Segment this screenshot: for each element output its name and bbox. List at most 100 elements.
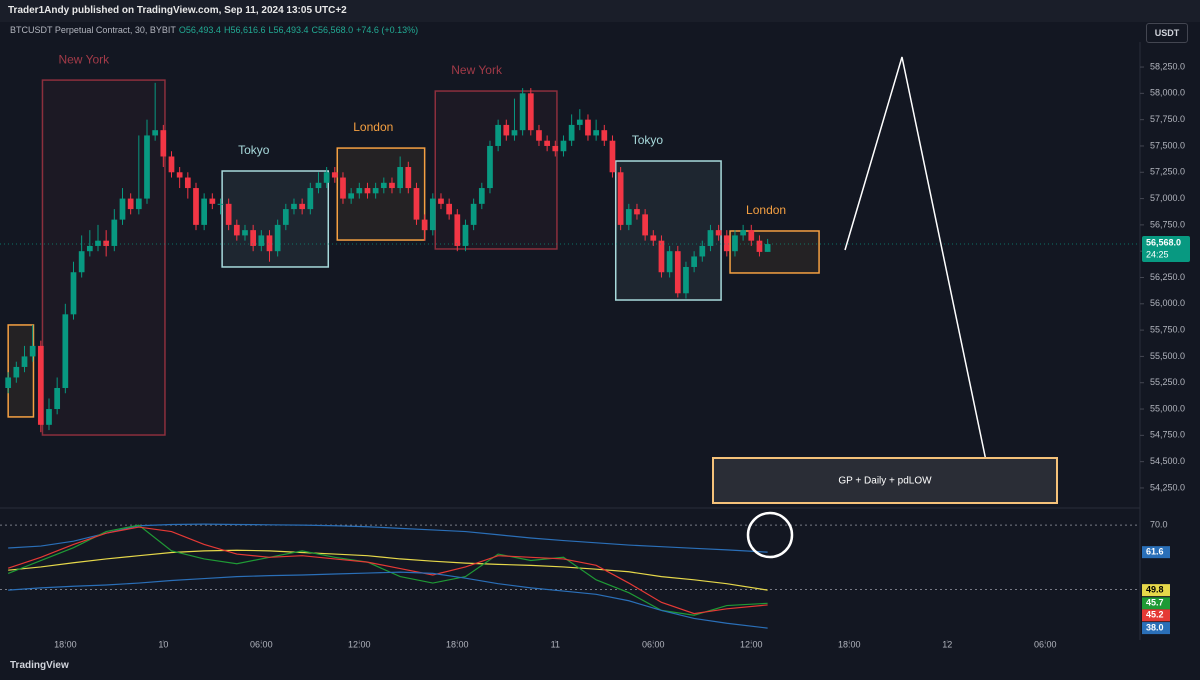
projection-arrow [844,56,991,481]
candle-body [764,244,771,252]
candle-body [372,188,379,194]
price-tag [1142,236,1190,263]
candle-body [470,203,477,225]
candle-body [438,198,444,204]
highlight-circle [746,511,794,559]
indicator-tag-label: 45.2 [1146,610,1164,620]
note-box [712,457,1058,504]
candle-body [266,235,273,252]
candle-body [536,130,542,141]
candle-body [380,182,387,189]
x-tick-label: 06:00 [642,639,665,649]
session-box [614,160,722,301]
candle-body [356,188,363,194]
indicator-tag [1142,584,1170,597]
candle-body [617,172,624,225]
y-tick-label: 56,750.0 [1150,219,1185,229]
price-tag-label: 56,568.0 [1146,237,1181,247]
session-box [7,324,35,418]
session-label: New York [58,52,110,66]
indicator-tag-label: 61.6 [1146,547,1164,557]
y-tick-label: 55,250.0 [1150,377,1185,387]
ohlc-high: H56,616.6 [223,25,266,35]
candle-body [519,93,526,131]
candle-body [601,130,608,141]
x-tick-label: 11 [551,639,560,649]
indicator-line [7,526,768,615]
countdown: 24:25 [1146,249,1169,259]
marks: 54,250.0 54,500.0 54,750.0 55,000.0 55,250.0… [0,52,1190,649]
candle-body [405,167,412,189]
candle-body [144,135,150,199]
candle-body [307,188,314,210]
y-tick-label: 54,750.0 [1150,430,1185,440]
session-label: London [746,203,786,217]
y-tick-label: 57,500.0 [1150,140,1185,150]
candle-body [413,188,420,220]
candle-body [225,203,232,225]
candle-body [715,230,722,236]
session-box [729,230,820,274]
indicator-line [7,524,768,616]
indicator-tag-label: 49.8 [1146,584,1164,594]
candle-body [242,230,248,236]
y-tick-label: 57,250.0 [1150,167,1185,177]
brand: TradingView [10,660,69,671]
indicator-line [8,523,768,553]
x-tick-label: 12 [942,639,952,649]
ohlc-change: +74.6 (+0.13%) [356,25,419,35]
candle-body [756,240,763,252]
candle-body [291,203,297,210]
candle-body [446,203,452,215]
session-label: London [353,120,393,134]
session-label: New York [451,63,503,77]
candle-body [37,345,44,425]
candle-body [691,256,697,267]
candle-body [740,230,746,236]
y-tick-label: 58,000.0 [1150,88,1185,98]
candle-body [625,209,632,225]
indicator-tag [1142,546,1170,559]
indicator-tick-label: 70.0 [1150,519,1168,529]
x-tick-label: 18:00 [54,639,77,649]
candle-body [364,188,371,194]
candle-body [282,209,289,225]
candle-body [462,224,469,246]
candle-body [560,140,567,152]
candle-body [217,203,224,205]
y-tick-label: 54,250.0 [1150,482,1185,492]
candle-body [331,172,338,178]
candle-body [454,214,461,246]
ohlc-close: C56,568.0 [311,25,354,35]
candle-body [119,198,126,220]
candle-body [201,198,208,225]
publisher: Trader1Andy published on TradingView.com… [8,5,347,16]
candle-body [258,235,265,246]
y-tick-label: 56,000.0 [1150,298,1185,308]
candle-body [168,156,175,173]
candle-body [707,230,714,246]
candle-body [315,182,322,189]
y-tick-label: 57,000.0 [1150,193,1185,203]
indicator-tag-label: 45.7 [1146,598,1164,608]
candle-body [184,177,191,189]
candle-body [609,140,616,173]
candle-body [54,387,61,410]
candle-body [568,124,575,141]
y-tick-label: 55,750.0 [1150,324,1185,334]
candle-body [62,314,69,388]
x-tick-label: 18:00 [838,639,861,649]
publish-bar: Trader1Andy published on TradingView.com… [0,0,1200,22]
y-tick-label: 58,250.0 [1150,61,1185,71]
candle-body [487,145,493,189]
candle-body [340,177,346,199]
x-tick-label: 12:00 [740,639,763,649]
candle-body [650,235,657,241]
candle-body [576,119,583,125]
currency-button[interactable]: USDT [1146,23,1188,43]
x-tick-label: 10 [158,639,168,649]
candle-body [209,198,216,204]
candle-body [544,140,550,146]
candle-body [495,124,501,146]
